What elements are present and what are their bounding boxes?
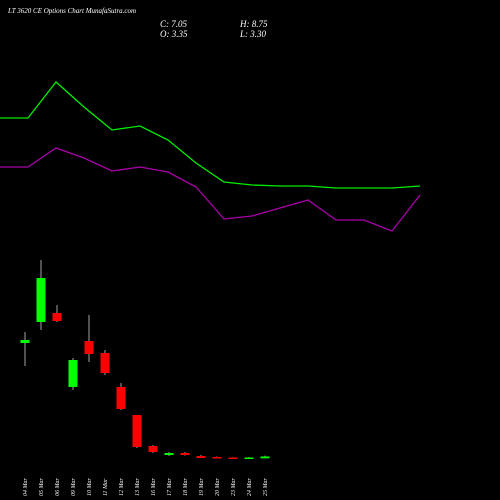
chart-title: LT 3620 CE Options Chart MunafaSutra.com (7, 7, 136, 15)
high-label: H: 8.75 (239, 19, 268, 29)
candle-body (148, 446, 158, 452)
candle-body (196, 456, 206, 458)
low-label: L: 3.30 (239, 29, 267, 39)
x-tick-label: 05 Mar (39, 478, 45, 496)
x-tick-label: 23 Mar (231, 478, 237, 496)
candle-body (244, 457, 254, 459)
candle-body (20, 340, 30, 343)
candle-body (68, 360, 78, 387)
candle-body (84, 341, 94, 354)
x-tick-label: 19 Mar (199, 478, 205, 496)
candle-body (100, 353, 110, 373)
close-label: C: 7.05 (160, 19, 188, 29)
x-tick-label: 18 Mar (183, 478, 189, 496)
candle-body (52, 313, 62, 321)
x-tick-label: 10 Mar (87, 478, 93, 496)
candle-body (260, 456, 270, 459)
candle-body (212, 457, 222, 459)
x-tick-label: 20 Mar (215, 478, 221, 496)
x-tick-label: 25 Mar (263, 478, 269, 496)
candle-body (116, 387, 126, 409)
candle-body (132, 415, 142, 447)
x-tick-label: 24 Mar (246, 478, 253, 496)
x-tick-label: 13 Mar (135, 478, 141, 496)
candle-body (228, 457, 238, 459)
x-tick-label: 04 Mar (22, 478, 29, 496)
candle-body (164, 453, 174, 455)
candle-body (36, 278, 46, 322)
x-tick-label: 12 Mar (119, 478, 125, 496)
x-tick-label: 06 Mar (55, 478, 61, 496)
x-tick-label: 17 Mar (167, 478, 173, 496)
x-tick-label: 09 Mar (71, 478, 77, 496)
open-label: O: 3.35 (160, 29, 188, 39)
x-tick-label: 16 Mar (151, 478, 157, 496)
indicator-line (0, 147, 421, 232)
indicator-line (0, 81, 421, 189)
x-tick-label: 11 Mar (103, 478, 109, 496)
candle-body (180, 453, 190, 455)
